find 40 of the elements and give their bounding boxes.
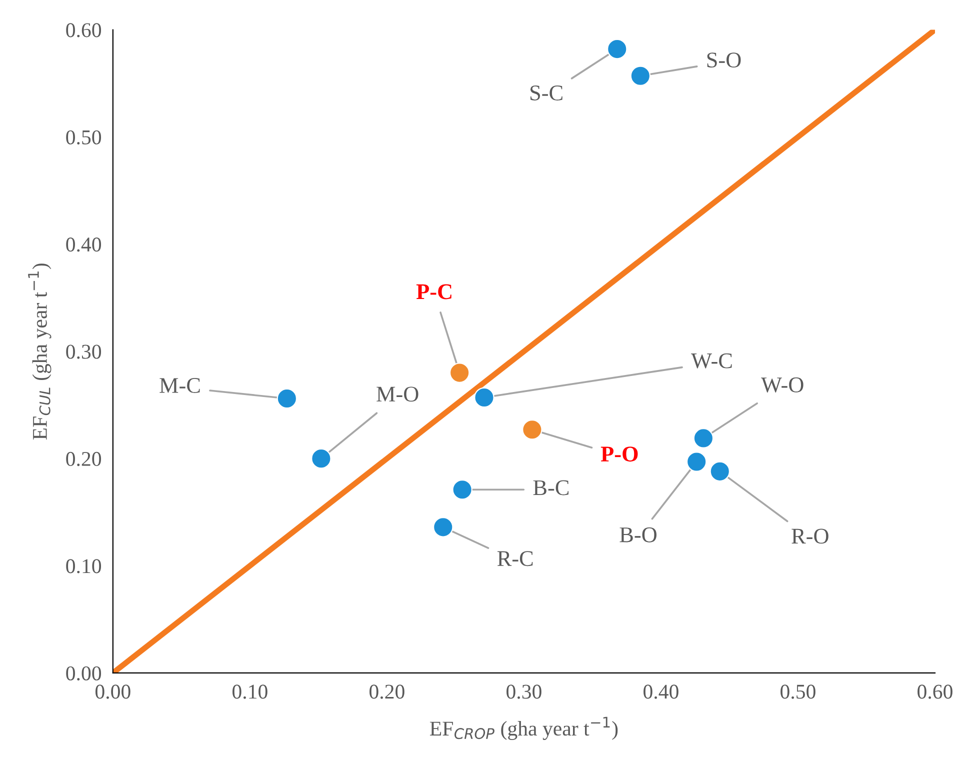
annotation: B-C	[533, 480, 568, 496]
annotation: M-C	[160, 378, 200, 393]
point	[432, 517, 454, 538]
annotation: M-O	[376, 386, 418, 402]
point	[449, 362, 470, 383]
annotation: S-C	[530, 86, 562, 100]
annotation: W-O	[761, 377, 804, 392]
point	[686, 452, 707, 472]
point	[630, 66, 651, 86]
annotation: W-C	[691, 353, 732, 368]
y-tick-label: 0.00	[66, 666, 102, 680]
y-tick-label: 0.10	[66, 559, 102, 574]
annotation: B-O	[620, 527, 656, 542]
point	[474, 387, 494, 408]
annotation: P-O	[600, 446, 638, 462]
point	[311, 448, 332, 469]
x-tick-label: 0.20	[370, 684, 404, 699]
x-tick-label: 0.30	[506, 684, 542, 699]
point	[710, 461, 730, 482]
x-axis-title: EF$_{CROP}$ (gha year t$^{−1}$)	[430, 716, 618, 740]
point	[607, 38, 628, 60]
y-axis-title: EF$_{CUL}$ (gha year t$^{−1}$)	[28, 264, 52, 440]
point	[452, 480, 472, 500]
x-tick-label: 0.00	[95, 684, 130, 699]
point	[693, 428, 714, 448]
annotation: S-O	[707, 52, 741, 68]
point	[522, 419, 542, 440]
y-tick-label: 0.30	[66, 344, 102, 359]
point	[276, 388, 298, 409]
y-tick-label: 0.50	[66, 130, 102, 144]
y-tick-label: 0.40	[66, 238, 102, 252]
y-tick-label: 0.60	[66, 23, 102, 38]
annotation: R-C	[497, 551, 533, 566]
annotation: R-O	[792, 528, 828, 544]
y-tick-label: 0.20	[66, 452, 102, 466]
x-tick-label: 0.40	[644, 684, 678, 699]
x-tick-label: 0.50	[780, 684, 816, 699]
annotation: P-C	[416, 284, 452, 300]
x-tick-label: 0.60	[918, 684, 952, 699]
x-tick-label: 0.10	[232, 684, 268, 699]
